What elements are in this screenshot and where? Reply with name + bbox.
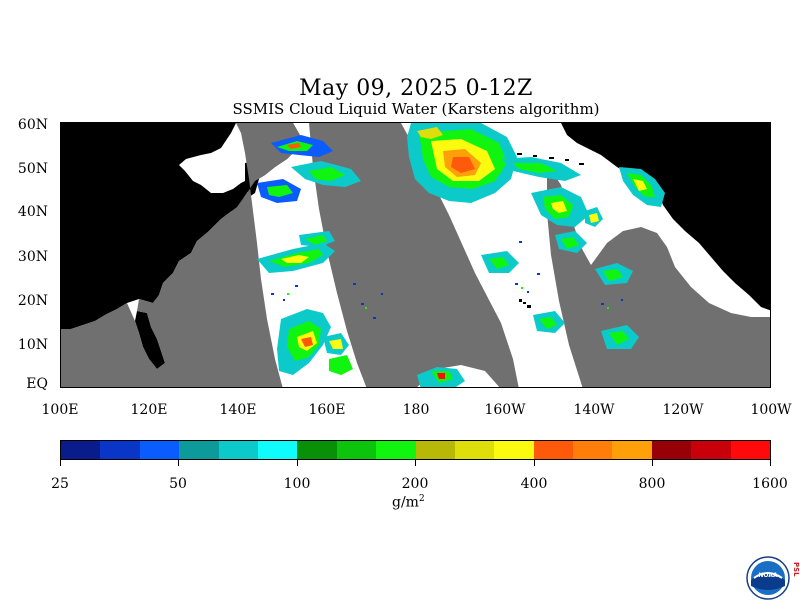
units-text: g/m — [392, 494, 419, 511]
colorbar-cell — [415, 441, 455, 459]
asia-landmass — [61, 123, 253, 329]
psl-logo-text: PSL — [792, 562, 800, 577]
colorbar-cell — [218, 441, 258, 459]
colorbar-tick — [652, 460, 653, 466]
philippines-landmass — [135, 311, 165, 369]
colorbar-label-200: 200 — [401, 476, 429, 492]
lat-label-50n: 50N — [17, 161, 48, 177]
colorbar-cell — [139, 441, 180, 459]
lat-label-eq: EQ — [26, 376, 48, 392]
colorbar-cell — [533, 441, 574, 459]
colorbar-cell — [573, 441, 613, 459]
lat-label-20n: 20N — [17, 293, 48, 309]
map-subtitle: SSMIS Cloud Liquid Water (Karstens algor… — [232, 100, 600, 118]
noaa-logo-icon: NOAA — [746, 556, 790, 600]
cloud-liquid-water-field — [257, 123, 665, 387]
hawaii-islands — [519, 299, 531, 308]
lat-label-30n: 30N — [17, 249, 48, 265]
lon-label-180: 180 — [402, 402, 430, 418]
colorbar-tick — [415, 460, 416, 466]
lon-label-140w: 140W — [573, 402, 615, 418]
colorbar-units: g/m2 — [392, 494, 425, 511]
lon-label-100e: 100E — [41, 402, 79, 418]
map-canvas — [61, 123, 770, 387]
colorbar-cell — [179, 441, 219, 459]
units-exponent: 2 — [418, 494, 425, 504]
colorbar-label-800: 800 — [638, 476, 666, 492]
colorbar-cell — [61, 441, 101, 459]
colorbar-label-50: 50 — [169, 476, 187, 492]
colorbar-cell — [376, 441, 416, 459]
colorbar-label-100: 100 — [283, 476, 311, 492]
lat-label-10n: 10N — [17, 337, 48, 353]
lon-label-120w: 120W — [662, 402, 704, 418]
colorbar-tick — [534, 460, 535, 466]
lon-label-140e: 140E — [219, 402, 257, 418]
colorbar-label-1600: 1600 — [752, 476, 788, 492]
alaska-landmass — [561, 123, 770, 311]
lat-label-60n: 60N — [17, 117, 48, 133]
lon-label-160e: 160E — [308, 402, 346, 418]
colorbar-cell — [651, 441, 692, 459]
lat-label-40n: 40N — [17, 204, 48, 220]
colorbar-tick — [770, 460, 771, 466]
cloud-liquid-water-map — [60, 122, 771, 388]
noaa-logo-text: NOAA — [758, 572, 778, 579]
map-title: May 09, 2025 0-12Z — [299, 76, 533, 101]
colorbar-tick — [60, 460, 61, 466]
colorbar-cell — [730, 441, 771, 459]
colorbar-cell — [494, 441, 534, 459]
colorbar-cell — [297, 441, 337, 459]
colorbar-tick — [297, 460, 298, 466]
colorbar-cell — [612, 441, 652, 459]
colorbar-cell — [336, 441, 377, 459]
lon-label-100w: 100W — [750, 402, 792, 418]
lon-label-160w: 160W — [484, 402, 526, 418]
colorbar-cell — [691, 441, 731, 459]
colorbar-label-25: 25 — [51, 476, 69, 492]
psl-logo: PSL — [791, 562, 800, 594]
colorbar-cell — [100, 441, 140, 459]
colorbar-cell — [257, 441, 298, 459]
colorbar-cell — [454, 441, 495, 459]
lon-label-120e: 120E — [130, 402, 168, 418]
colorbar-tick — [178, 460, 179, 466]
colorbar — [60, 440, 771, 460]
colorbar-label-400: 400 — [520, 476, 548, 492]
